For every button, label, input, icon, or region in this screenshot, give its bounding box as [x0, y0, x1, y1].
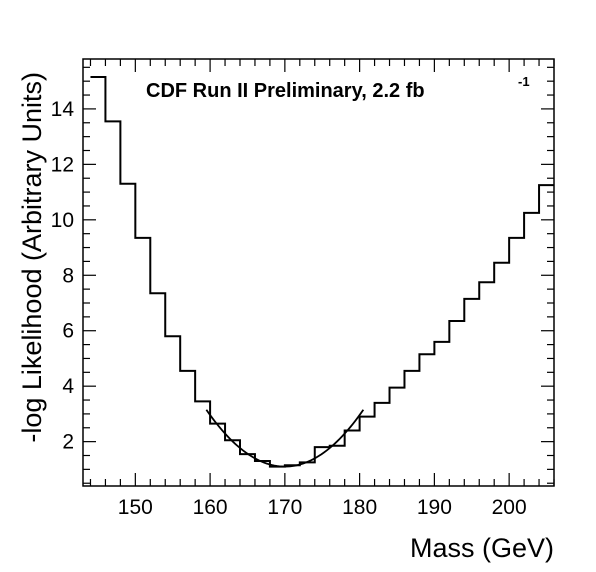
annotation-superscript: -1 [518, 74, 530, 89]
x-tick-label: 200 [492, 496, 527, 519]
annotation: CDF Run II Preliminary, 2.2 fb -1 [146, 74, 530, 102]
plot-border [82, 58, 555, 487]
parabolic-fit-curve [205, 409, 365, 468]
axis-ticks [83, 59, 555, 486]
tick-labels: 150 160 170 180 190 200 2 4 6 8 10 12 14 [51, 98, 527, 519]
plot-frame [82, 58, 555, 487]
x-tick-label: 190 [417, 496, 452, 519]
y-tick-label: 4 [62, 375, 74, 398]
annotation-text: CDF Run II Preliminary, 2.2 fb [146, 80, 425, 102]
x-tick-label: 170 [267, 496, 302, 519]
likelihood-histogram [90, 76, 554, 468]
x-tick-label: 160 [193, 496, 228, 519]
y-tick-label: 12 [51, 153, 74, 176]
x-tick-label: 150 [118, 496, 153, 519]
y-tick-label: 14 [51, 98, 75, 121]
y-axis-title: -log Likelihood (Arbitrary Units) [17, 72, 47, 443]
y-tick-label: 6 [62, 320, 74, 343]
x-tick-label: 180 [342, 496, 377, 519]
y-tick-label: 10 [51, 209, 74, 232]
data-series [90, 76, 554, 468]
y-tick-label: 2 [62, 431, 74, 454]
y-tick-label: 8 [62, 264, 74, 287]
x-axis-title: Mass (GeV) [410, 533, 554, 563]
